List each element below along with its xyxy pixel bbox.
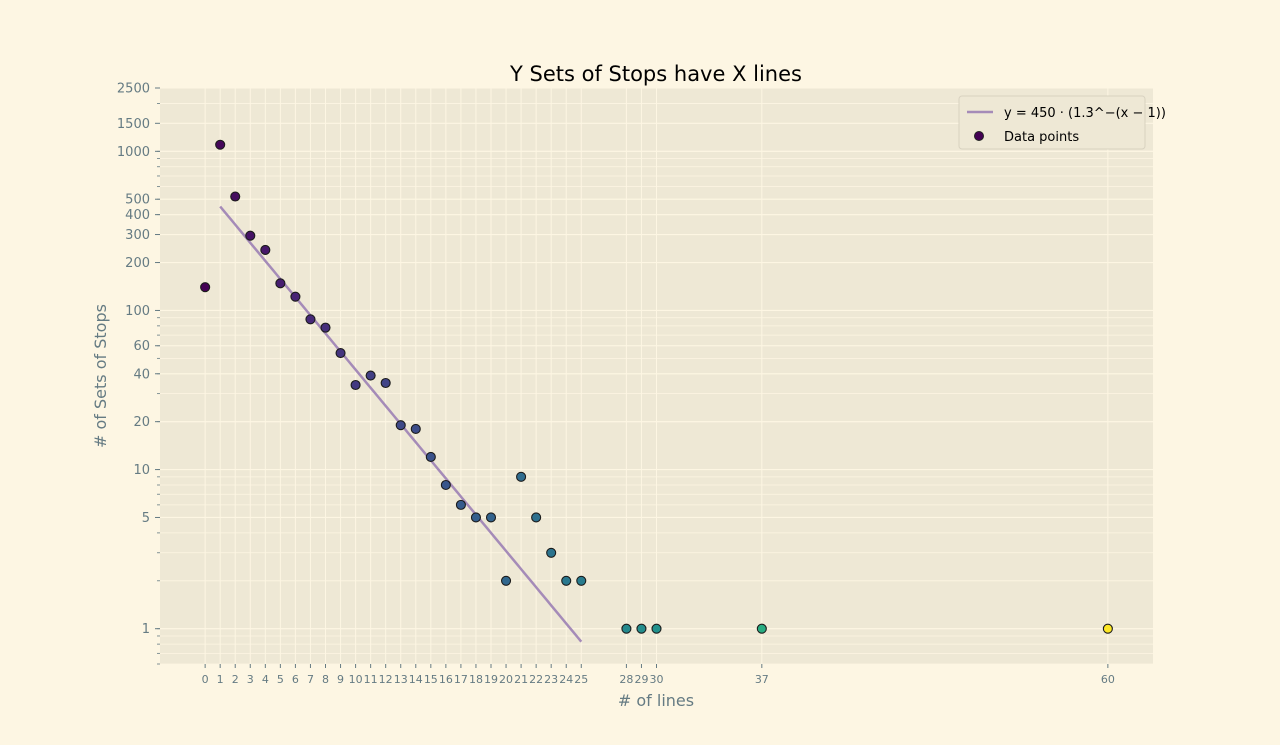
x-tick-label: 14: [409, 673, 423, 686]
y-tick-label: 2500: [117, 82, 150, 97]
x-tick-label: 30: [650, 673, 664, 686]
data-point: [500, 575, 512, 586]
data-point: [365, 370, 376, 381]
y-tick-label: 1500: [117, 117, 150, 132]
data-point: [531, 512, 542, 523]
y-tick-label: 400: [125, 208, 150, 223]
legend-data-points-label: Data points: [1004, 130, 1079, 145]
data-point: [1102, 623, 1113, 634]
data-point: [410, 423, 421, 435]
y-tick-label: 100: [125, 304, 150, 319]
x-tick-label: 23: [544, 673, 558, 686]
legend-fit-line-label: y = 450 · (1.3^−(x − 1)): [1004, 106, 1166, 121]
y-tick-label: 300: [125, 228, 150, 243]
y-tick-label: 20: [133, 415, 150, 430]
data-point: [516, 471, 527, 482]
x-tick-label: 7: [307, 673, 314, 686]
x-tick-label: 3: [247, 673, 254, 686]
y-tick-label: 200: [125, 256, 150, 271]
x-tick-label: 10: [349, 673, 363, 686]
x-tick-label: 15: [424, 673, 438, 686]
data-point: [455, 499, 466, 510]
x-tick-label: 17: [454, 673, 468, 686]
grid-lines: [157, 87, 1153, 665]
data-point: [651, 623, 662, 634]
y-tick-label: 10: [133, 463, 150, 478]
data-point: [290, 291, 301, 302]
y-tick-label: 60: [133, 339, 150, 354]
data-point: [576, 575, 587, 586]
x-tick-label: 29: [634, 673, 648, 686]
data-point: [200, 282, 211, 293]
data-point: [335, 347, 346, 359]
x-tick-label: 4: [262, 673, 269, 686]
x-tick-label: 0: [202, 673, 209, 686]
data-point: [350, 379, 361, 391]
data-point: [320, 322, 331, 333]
legend: y = 450 · (1.3^−(x − 1)) Data points: [958, 95, 1166, 150]
x-tick-label: 1: [217, 673, 224, 686]
x-axis-label: # of lines: [618, 691, 694, 710]
y-axis-label: # of Sets of Stops: [91, 304, 110, 448]
x-tick-label: 22: [529, 673, 543, 686]
data-point: [485, 512, 497, 523]
y-tick-label: 1000: [117, 145, 150, 160]
data-point: [380, 377, 391, 389]
data-point: [440, 479, 451, 491]
data-point: [230, 191, 241, 202]
x-tick-label: 12: [379, 673, 393, 686]
x-tick-label: 8: [322, 673, 329, 686]
x-tick-label: 11: [364, 673, 378, 686]
x-tick-label: 28: [619, 673, 633, 686]
data-point: [245, 230, 256, 241]
x-tick-label: 60: [1101, 673, 1115, 686]
x-tick-label: 37: [755, 673, 769, 686]
x-tick-label: 2: [232, 673, 239, 686]
data-points-series: [200, 139, 1113, 634]
x-axis-ticks: 0 1 2 3 4 5 6 7 8 9 10 11 12 13 14 15 16 17 18 19 20 21 22 23 24…: [202, 664, 1115, 686]
x-tick-label: 25: [574, 673, 588, 686]
x-tick-label: 18: [469, 673, 483, 686]
data-point: [756, 623, 767, 634]
legend-data-points-swatch: [974, 131, 984, 141]
data-point: [395, 420, 406, 431]
x-tick-label: 6: [292, 673, 299, 686]
data-point: [425, 451, 436, 463]
x-tick-label: 5: [277, 673, 284, 686]
y-tick-label: 500: [125, 193, 150, 208]
x-tick-label: 21: [514, 673, 528, 686]
data-point: [621, 623, 632, 634]
data-point: [636, 623, 647, 634]
data-point: [215, 139, 226, 150]
data-point: [546, 547, 557, 558]
x-tick-label: 16: [439, 673, 453, 686]
x-tick-label: 20: [499, 673, 513, 686]
y-tick-label: 40: [133, 367, 150, 382]
x-tick-label: 24: [559, 673, 573, 686]
data-point: [470, 512, 482, 523]
data-point: [305, 314, 316, 325]
legend-box: [958, 95, 1146, 150]
y-tick-label: 5: [142, 511, 150, 526]
x-tick-label: 13: [394, 673, 408, 686]
x-tick-label: 9: [337, 673, 344, 686]
data-point: [275, 278, 286, 289]
chart-title: Y Sets of Stops have X lines: [509, 62, 802, 86]
data-point: [561, 575, 572, 586]
data-point: [260, 244, 271, 255]
x-tick-label: 19: [484, 673, 498, 686]
y-tick-label: 1: [142, 622, 150, 637]
